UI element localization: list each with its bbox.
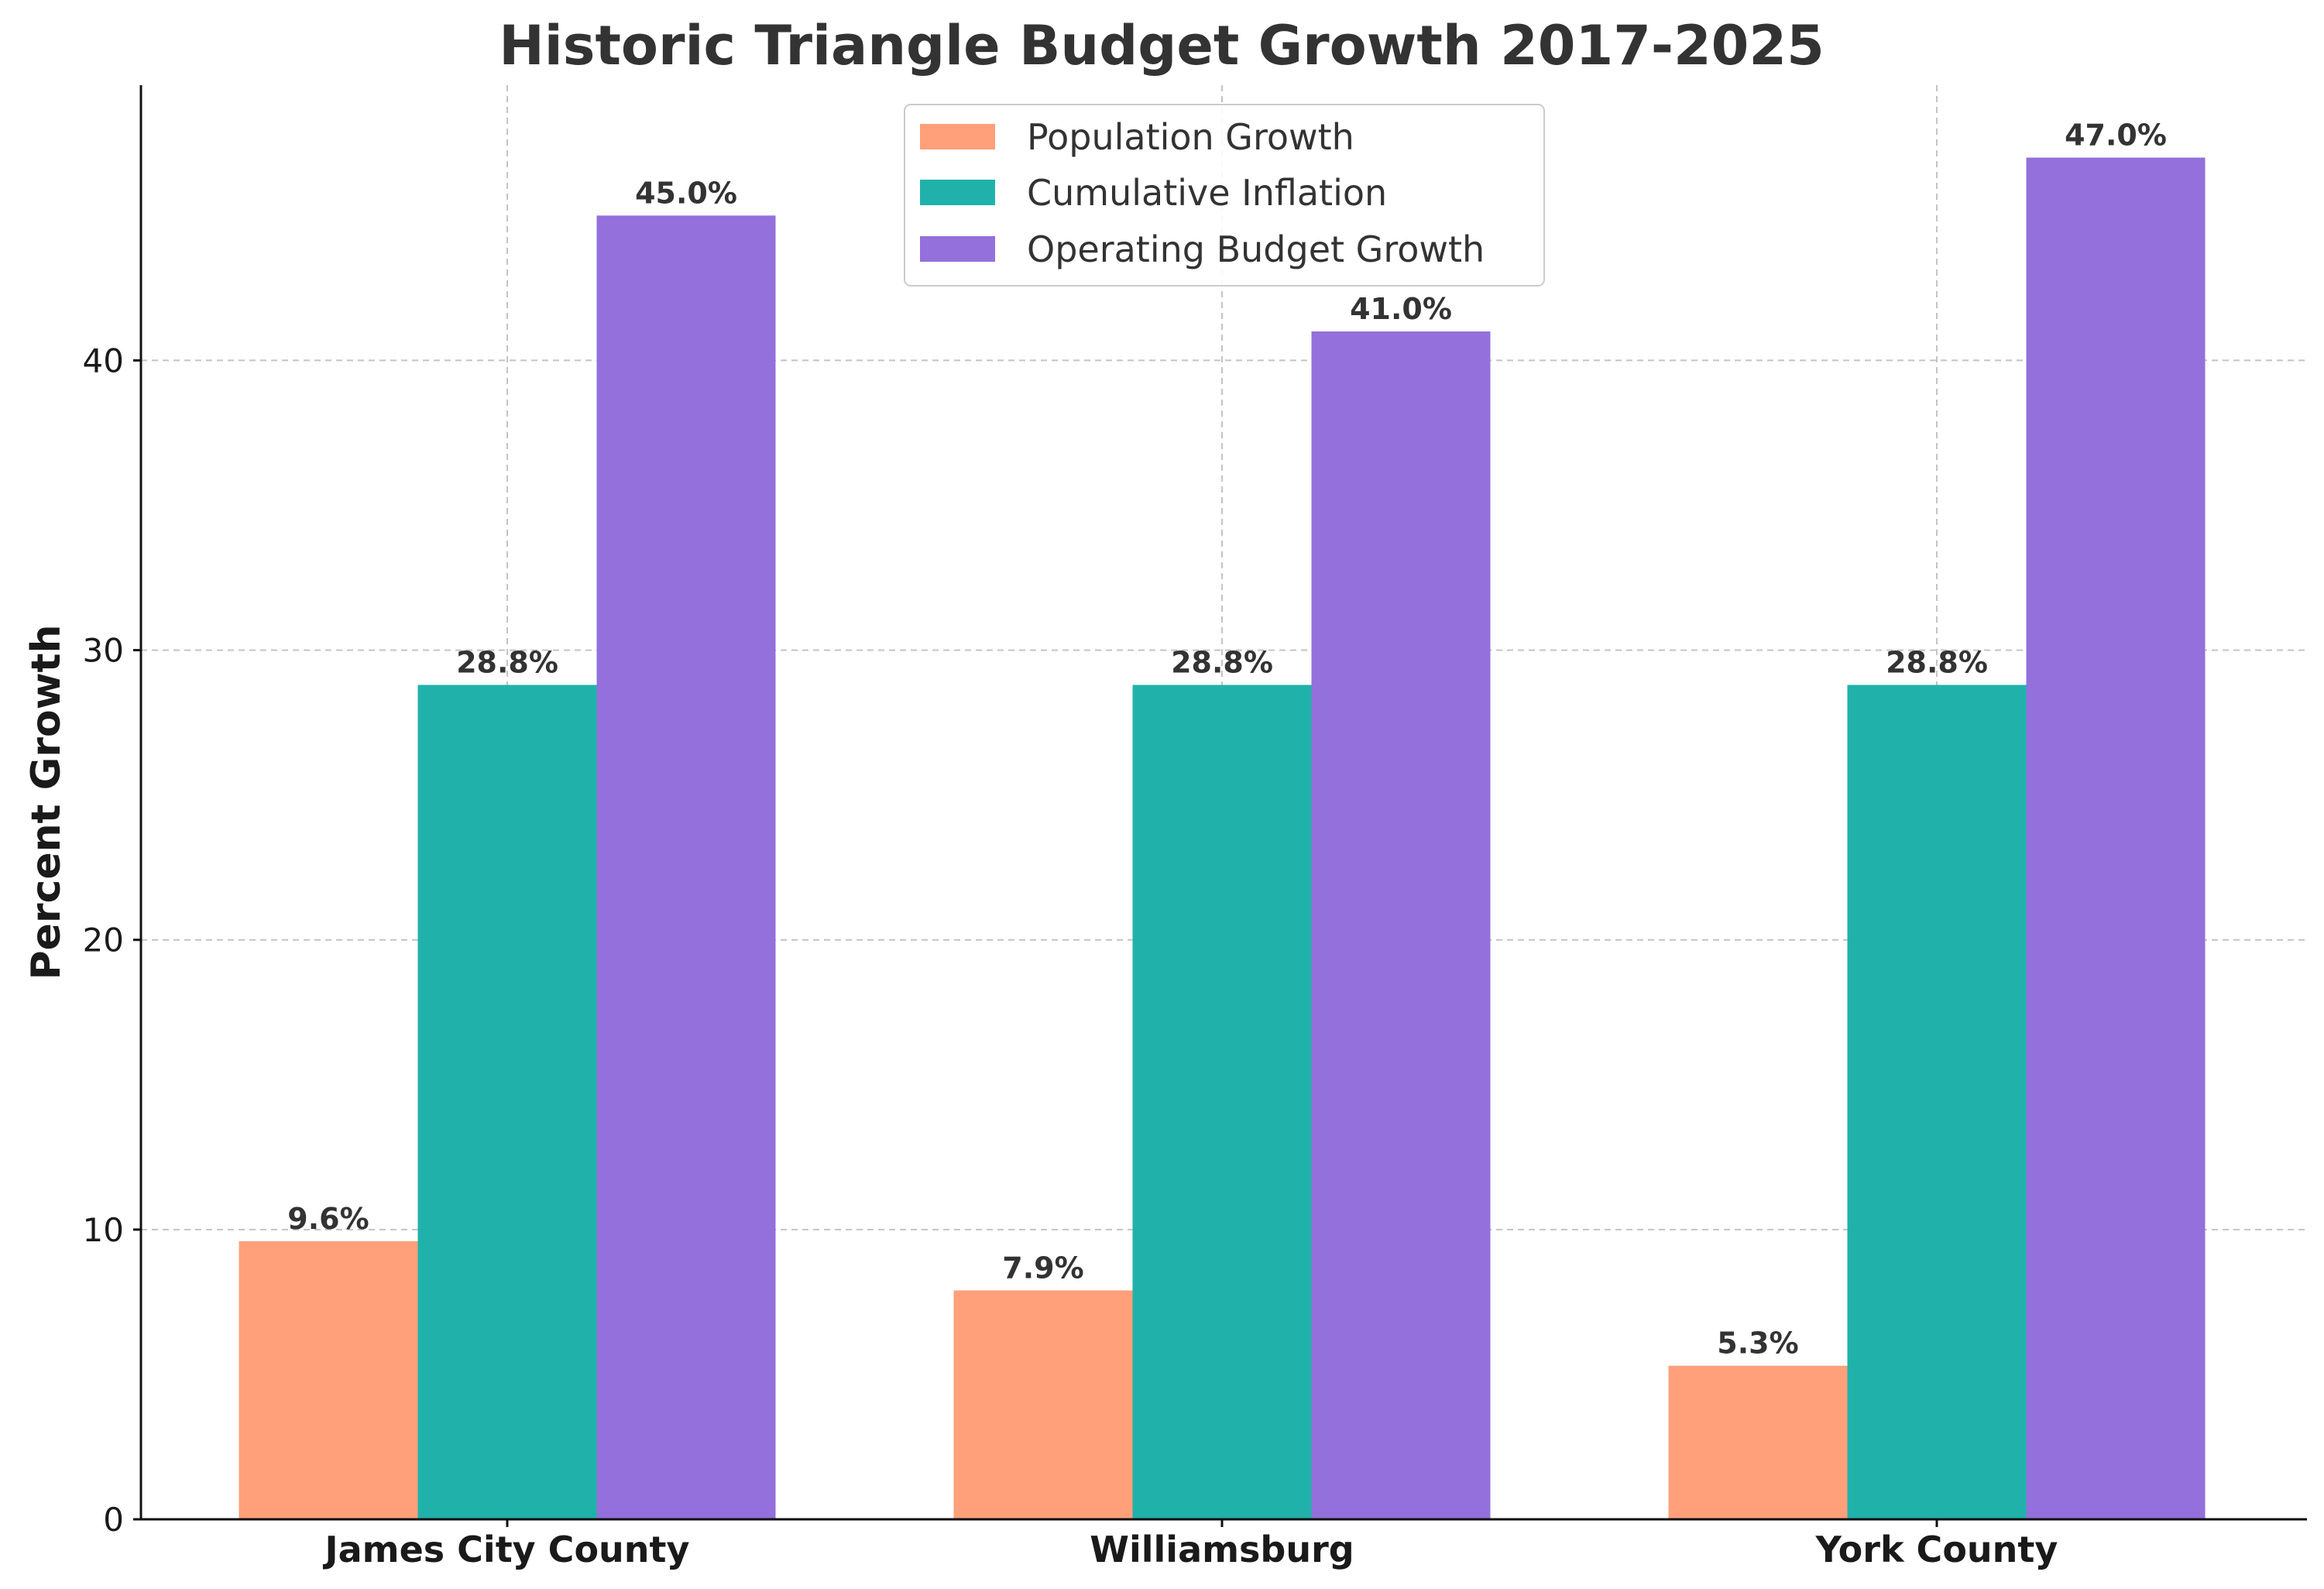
bar bbox=[239, 1241, 418, 1519]
data-label: 7.9% bbox=[1002, 1251, 1083, 1285]
bar bbox=[1668, 1365, 1848, 1519]
x-axis-ticks: James City County Williamsburg York County bbox=[322, 1519, 2058, 1570]
bar bbox=[1847, 685, 2027, 1520]
data-label: 5.3% bbox=[1717, 1326, 1798, 1361]
y-tick-label: 0 bbox=[103, 1501, 124, 1539]
y-axis-ticks: 0 10 20 30 40 bbox=[83, 341, 141, 1539]
chart-title: Historic Triangle Budget Growth 2017-202… bbox=[499, 14, 1825, 77]
data-label: 45.0% bbox=[635, 176, 737, 210]
legend-label-population: Population Growth bbox=[1027, 116, 1354, 158]
y-axis-label: Percent Growth bbox=[23, 624, 70, 980]
legend-label-budget: Operating Budget Growth bbox=[1027, 228, 1485, 270]
y-tick-label: 10 bbox=[83, 1211, 124, 1249]
legend-swatch-population bbox=[920, 124, 995, 149]
data-label: 28.8% bbox=[1171, 645, 1273, 679]
x-tick-label: Williamsburg bbox=[1090, 1529, 1354, 1570]
data-label: 9.6% bbox=[287, 1202, 369, 1236]
bar bbox=[953, 1290, 1133, 1519]
y-tick-label: 20 bbox=[83, 921, 124, 959]
bar bbox=[2026, 157, 2206, 1519]
data-label: 28.8% bbox=[456, 645, 558, 679]
bars bbox=[239, 157, 2206, 1520]
legend-frame bbox=[904, 104, 1545, 287]
y-tick-label: 30 bbox=[83, 632, 124, 670]
legend-swatch-budget bbox=[920, 236, 995, 262]
bar bbox=[1132, 685, 1312, 1520]
legend-label-inflation: Cumulative Inflation bbox=[1027, 172, 1387, 214]
legend: Population Growth Cumulative Inflation O… bbox=[904, 104, 1545, 287]
y-tick-label: 40 bbox=[83, 341, 124, 379]
data-label: 41.0% bbox=[1350, 292, 1452, 326]
data-labels: 9.6% 7.9% 5.3% 28.8% 28.8% 28.8% 45.0% 41.0% 47.… bbox=[287, 118, 2167, 1361]
bar bbox=[596, 215, 776, 1519]
axes bbox=[139, 85, 2307, 1521]
x-tick-label: York County bbox=[1815, 1529, 2058, 1570]
legend-swatch-inflation bbox=[920, 180, 995, 205]
bar bbox=[1311, 331, 1491, 1519]
bar bbox=[417, 685, 597, 1520]
data-label: 28.8% bbox=[1886, 645, 1988, 679]
data-label: 47.0% bbox=[2065, 118, 2167, 153]
x-tick-label: James City County bbox=[322, 1529, 689, 1570]
